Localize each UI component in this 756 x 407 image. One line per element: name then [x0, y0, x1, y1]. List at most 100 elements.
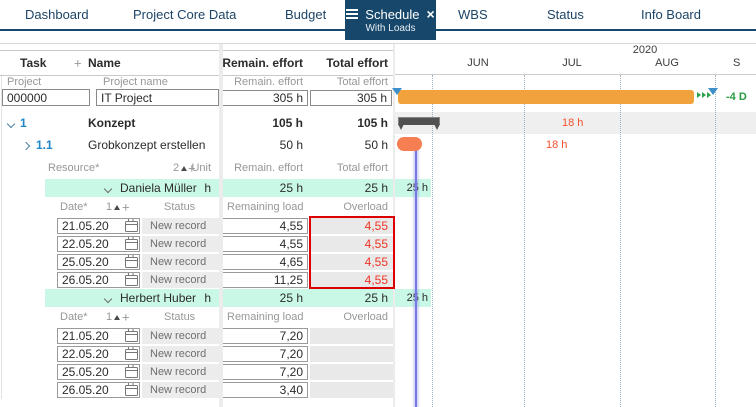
sort-order-indicator[interactable]: 1	[106, 311, 121, 323]
load-row: New record 4,55	[0, 253, 393, 271]
hamburger-menu-icon[interactable]	[346, 13, 359, 15]
remaining-load-input[interactable]	[222, 346, 308, 362]
date-input[interactable]	[57, 236, 140, 252]
milestone-start-icon[interactable]	[392, 88, 402, 95]
col-date[interactable]: Date*	[60, 311, 88, 323]
remaining-load-input[interactable]	[222, 236, 308, 252]
task-name: Grobkonzept erstellen	[88, 138, 206, 152]
summary-row-band	[395, 112, 756, 134]
tab-schedule-sublabel: With Loads	[365, 22, 416, 34]
overload-cell: 4,55	[310, 254, 393, 270]
project-remain-input[interactable]	[222, 90, 308, 106]
gantt-header-border	[395, 74, 756, 75]
tab-project-core-data[interactable]: Project Core Data	[133, 7, 237, 22]
calendar-icon[interactable]	[125, 365, 138, 378]
tab-budget[interactable]: Budget	[285, 7, 327, 22]
remaining-load-input[interactable]	[222, 254, 308, 270]
tab-schedule-label: Schedule	[365, 6, 420, 22]
calendar-icon[interactable]	[125, 219, 138, 232]
resource-name: Herbert Huber	[120, 291, 197, 305]
add-resource-icon[interactable]: +	[188, 160, 196, 176]
task-name: Konzept	[88, 116, 136, 130]
task-remain: 105 h	[272, 116, 303, 130]
col-date[interactable]: Date*	[60, 201, 88, 213]
collapse-chevron-icon[interactable]	[103, 181, 113, 195]
tab-dashboard[interactable]: Dashboard	[25, 7, 89, 22]
resource-unit: h	[204, 181, 211, 195]
load-row: New record	[0, 345, 393, 363]
sort-order-indicator[interactable]: 2	[173, 162, 188, 174]
calendar-icon[interactable]	[125, 273, 138, 286]
project-total-input[interactable]	[310, 90, 392, 106]
col-overload: Overload	[343, 311, 388, 323]
project-id-input[interactable]	[2, 89, 90, 106]
tab-bar: Dashboard Project Core Data Budget Sched…	[0, 0, 756, 40]
col-status[interactable]: Status	[164, 201, 196, 213]
remaining-load-input[interactable]	[222, 382, 308, 398]
calendar-icon[interactable]	[125, 383, 138, 396]
col-status[interactable]: Status	[164, 311, 196, 323]
collapse-chevron-icon[interactable]	[103, 291, 113, 305]
add-date-icon[interactable]: +	[122, 199, 130, 215]
tab-schedule[interactable]: Schedule × With Loads	[345, 0, 436, 40]
date-input[interactable]	[57, 346, 140, 362]
col-resource[interactable]: Resource*	[48, 162, 100, 174]
date-input[interactable]	[57, 364, 140, 380]
load-row: New record 4,55	[0, 235, 393, 253]
summary-task-bar[interactable]	[398, 117, 440, 130]
status-cell: New record	[142, 272, 219, 288]
collapse-chevron-icon[interactable]	[6, 116, 16, 130]
col-remain-effort[interactable]: Remain. effort	[222, 56, 303, 70]
project-row	[0, 89, 393, 109]
col-overload: Overload	[343, 201, 388, 213]
task-row-konzept: 1 Konzept 105 h 105 h	[0, 112, 393, 134]
tab-wbs[interactable]: WBS	[458, 7, 488, 22]
project-name-input[interactable]	[96, 89, 219, 106]
task-wbs: 1.1	[36, 138, 53, 152]
date-input[interactable]	[57, 254, 140, 270]
date-input[interactable]	[57, 272, 140, 288]
project-gantt-bar[interactable]	[398, 90, 694, 104]
subcol-remain-effort: Remain. effort	[234, 76, 303, 88]
date-input[interactable]	[57, 328, 140, 344]
resource-row-daniela: Daniela Müller h 25 h 25 h	[0, 179, 393, 197]
konzept-load-label: 18 h	[562, 117, 584, 129]
overload-cell	[310, 382, 393, 398]
overload-cell	[310, 346, 393, 362]
task-gantt-bar[interactable]	[397, 137, 422, 151]
col-unit[interactable]: Unit	[191, 162, 211, 174]
sort-asc-icon	[114, 315, 121, 320]
tab-status[interactable]: Status	[547, 7, 584, 22]
gantt-gridline	[620, 75, 621, 407]
panel-top-border	[0, 43, 756, 44]
calendar-icon[interactable]	[125, 329, 138, 342]
status-cell: New record	[142, 382, 219, 398]
subcol-project-name: Project name	[103, 76, 168, 88]
expand-chevron-icon[interactable]	[21, 138, 31, 152]
col-name[interactable]: Name	[88, 56, 121, 70]
remaining-load-input[interactable]	[222, 218, 308, 234]
calendar-icon[interactable]	[125, 237, 138, 250]
subcol-total-effort: Total effort	[336, 76, 388, 88]
col-task[interactable]: Task	[20, 56, 47, 70]
sort-order-indicator[interactable]: 1	[106, 201, 121, 213]
date-input[interactable]	[57, 218, 140, 234]
load-row: New record 4,55	[0, 217, 393, 235]
milestone-end-icon[interactable]	[708, 88, 718, 95]
calendar-icon[interactable]	[125, 347, 138, 360]
calendar-icon[interactable]	[125, 255, 138, 268]
load-row: New record	[0, 327, 393, 345]
close-tab-icon[interactable]: ×	[426, 6, 435, 22]
load-row: New record	[0, 381, 393, 399]
date-input[interactable]	[57, 382, 140, 398]
add-date-icon[interactable]: +	[122, 309, 130, 325]
remaining-load-input[interactable]	[222, 272, 308, 288]
col-total-effort[interactable]: Total effort	[326, 56, 388, 70]
remaining-load-input[interactable]	[222, 364, 308, 380]
date-header-row: Date* 1 + Status Remaining load Overload	[0, 307, 393, 327]
column-splitter[interactable]	[219, 44, 223, 407]
remaining-load-input[interactable]	[222, 328, 308, 344]
add-column-icon[interactable]: +	[74, 55, 82, 71]
task-total: 105 h	[357, 116, 388, 130]
tab-info-board[interactable]: Info Board	[641, 7, 701, 22]
